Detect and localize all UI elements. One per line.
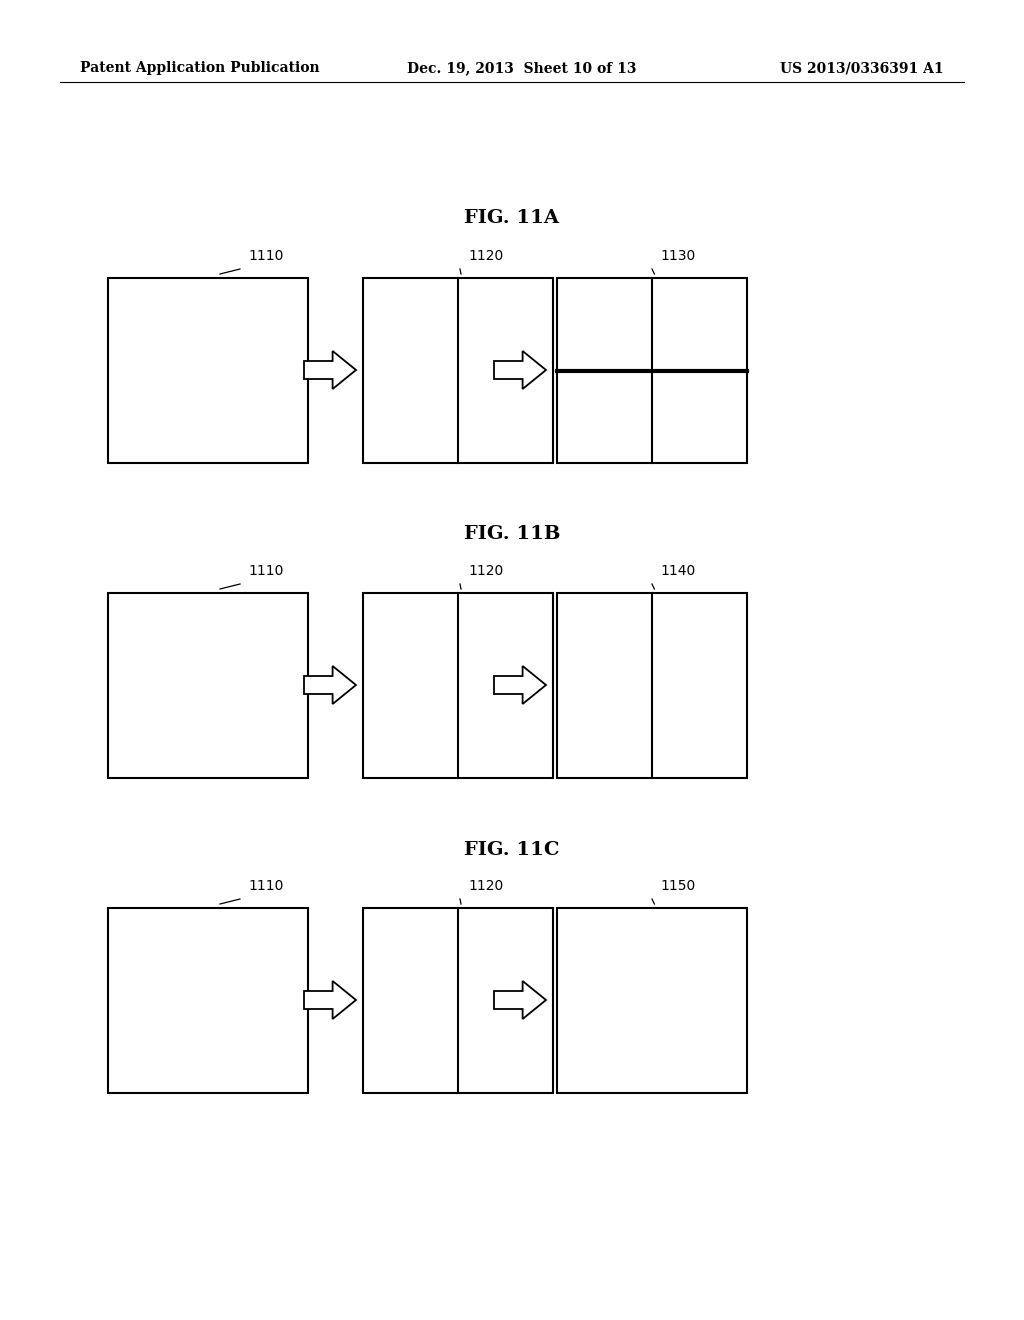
Text: FIG. 11C: FIG. 11C: [464, 841, 560, 859]
Polygon shape: [304, 981, 356, 1019]
Text: US 2013/0336391 A1: US 2013/0336391 A1: [780, 61, 944, 75]
Text: 1120: 1120: [468, 249, 503, 263]
Bar: [362, 593, 553, 777]
Text: 1140: 1140: [660, 564, 695, 578]
Bar: [557, 279, 746, 463]
Text: 1110: 1110: [248, 879, 284, 894]
Text: 1110: 1110: [248, 249, 284, 263]
Text: 1120: 1120: [468, 564, 503, 578]
Text: 1130: 1130: [660, 249, 695, 263]
Bar: [108, 908, 308, 1093]
Text: 1150: 1150: [660, 879, 695, 894]
Text: 1110: 1110: [248, 564, 284, 578]
Bar: [108, 279, 308, 463]
Bar: [362, 908, 553, 1093]
Polygon shape: [494, 981, 546, 1019]
Text: Dec. 19, 2013  Sheet 10 of 13: Dec. 19, 2013 Sheet 10 of 13: [408, 61, 637, 75]
Text: Patent Application Publication: Patent Application Publication: [80, 61, 319, 75]
Polygon shape: [304, 667, 356, 704]
Bar: [108, 593, 308, 777]
Text: 1120: 1120: [468, 879, 503, 894]
Bar: [557, 593, 746, 777]
Bar: [362, 279, 553, 463]
Bar: [557, 908, 746, 1093]
Polygon shape: [304, 351, 356, 389]
Text: FIG. 11B: FIG. 11B: [464, 525, 560, 543]
Polygon shape: [494, 351, 546, 389]
Text: FIG. 11A: FIG. 11A: [465, 209, 559, 227]
Polygon shape: [494, 667, 546, 704]
